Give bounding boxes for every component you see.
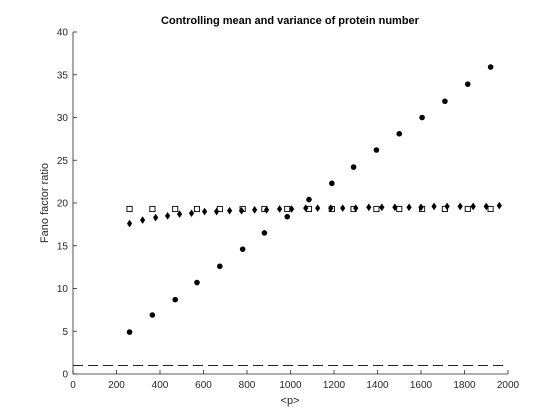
data-point-diamond [126,219,133,228]
data-point-diamond [153,213,159,222]
data-point-circle [194,279,200,286]
x-tick-label: 600 [195,380,212,391]
x-tick-label: 800 [239,380,256,391]
data-point-circle [487,64,494,70]
data-point-diamond [140,216,146,224]
data-point-diamond [470,202,476,211]
data-point-diamond [315,204,321,212]
x-tick-label: 0 [70,380,76,391]
data-point-diamond [303,204,309,212]
data-point-circle [329,180,335,187]
plot-area [73,32,508,374]
data-point-diamond [328,204,334,212]
data-point-diamond [263,206,270,214]
data-point-square [149,205,156,213]
y-tick-label: 20 [57,199,69,210]
data-point-diamond [406,203,412,212]
data-point-diamond [457,202,463,211]
data-point-diamond [201,207,208,216]
x-axis-ticks: 0 200 400 600 800 1000 1200 1400 1600 1800 2000 [70,370,520,391]
data-point-circle [126,329,133,335]
data-point-diamond [418,203,424,212]
chart-title: Controlling mean and variance of protein… [161,15,420,27]
y-tick-label: 30 [57,113,69,124]
data-point-square [487,205,494,213]
data-point-diamond [227,206,233,215]
data-point-diamond [165,212,171,220]
y-tick-label: 15 [57,241,69,252]
data-point-circle [284,213,291,220]
data-point-diamond [188,209,195,218]
data-point-diamond [483,202,489,211]
data-point-circle [464,81,471,87]
data-point-diamond [176,210,183,218]
data-point-diamond [444,202,450,211]
data-point-square [172,205,179,213]
data-point-diamond [392,203,398,212]
data-point-circle [306,196,312,203]
y-axis-label: Fano factor ratio [39,163,51,243]
data-point-square [126,205,133,213]
y-tick-label: 25 [57,156,69,167]
data-point-diamond [496,201,502,210]
data-point-circle [149,312,156,318]
data-point-square [464,205,471,213]
y-tick-label: 5 [62,327,68,338]
data-point-diamond [288,205,295,213]
data-point-diamond [353,204,359,212]
data-point-circle [396,130,403,137]
y-axis-ticks: 0 5 10 15 20 25 30 35 40 [57,28,77,381]
x-tick-label: 400 [152,380,169,391]
x-tick-label: 1600 [410,380,433,391]
x-tick-label: 2000 [497,380,520,391]
y-tick-label: 10 [57,284,69,295]
data-point-square [396,205,403,213]
data-point-diamond [366,203,372,212]
y-tick-label: 35 [57,70,69,81]
x-tick-label: 200 [108,380,125,391]
x-axis-label: <p> [281,395,300,407]
x-tick-label: 1200 [323,380,346,391]
data-point-circle [261,230,268,236]
data-point-diamond [252,206,258,214]
data-point-circle [373,147,380,153]
data-point-diamond [431,202,437,211]
data-point-circle [419,114,425,121]
data-point-circle [172,296,179,303]
data-point-diamond [213,207,220,216]
x-tick-label: 1000 [279,380,302,391]
data-point-diamond [340,204,346,212]
data-point-circle [442,98,448,105]
data-point-square [193,205,201,213]
x-tick-label: 1800 [453,380,476,391]
y-tick-label: 0 [62,370,68,381]
x-tick-label: 1400 [366,380,389,391]
y-tick-label: 40 [57,28,69,39]
data-point-diamond [379,203,385,212]
data-point-circle [239,246,246,252]
data-point-diamond [277,205,283,213]
data-point-diamond [238,206,245,215]
data-point-square [373,205,380,213]
series-layer [73,64,508,366]
data-point-circle [217,263,223,270]
data-point-circle [350,164,357,170]
